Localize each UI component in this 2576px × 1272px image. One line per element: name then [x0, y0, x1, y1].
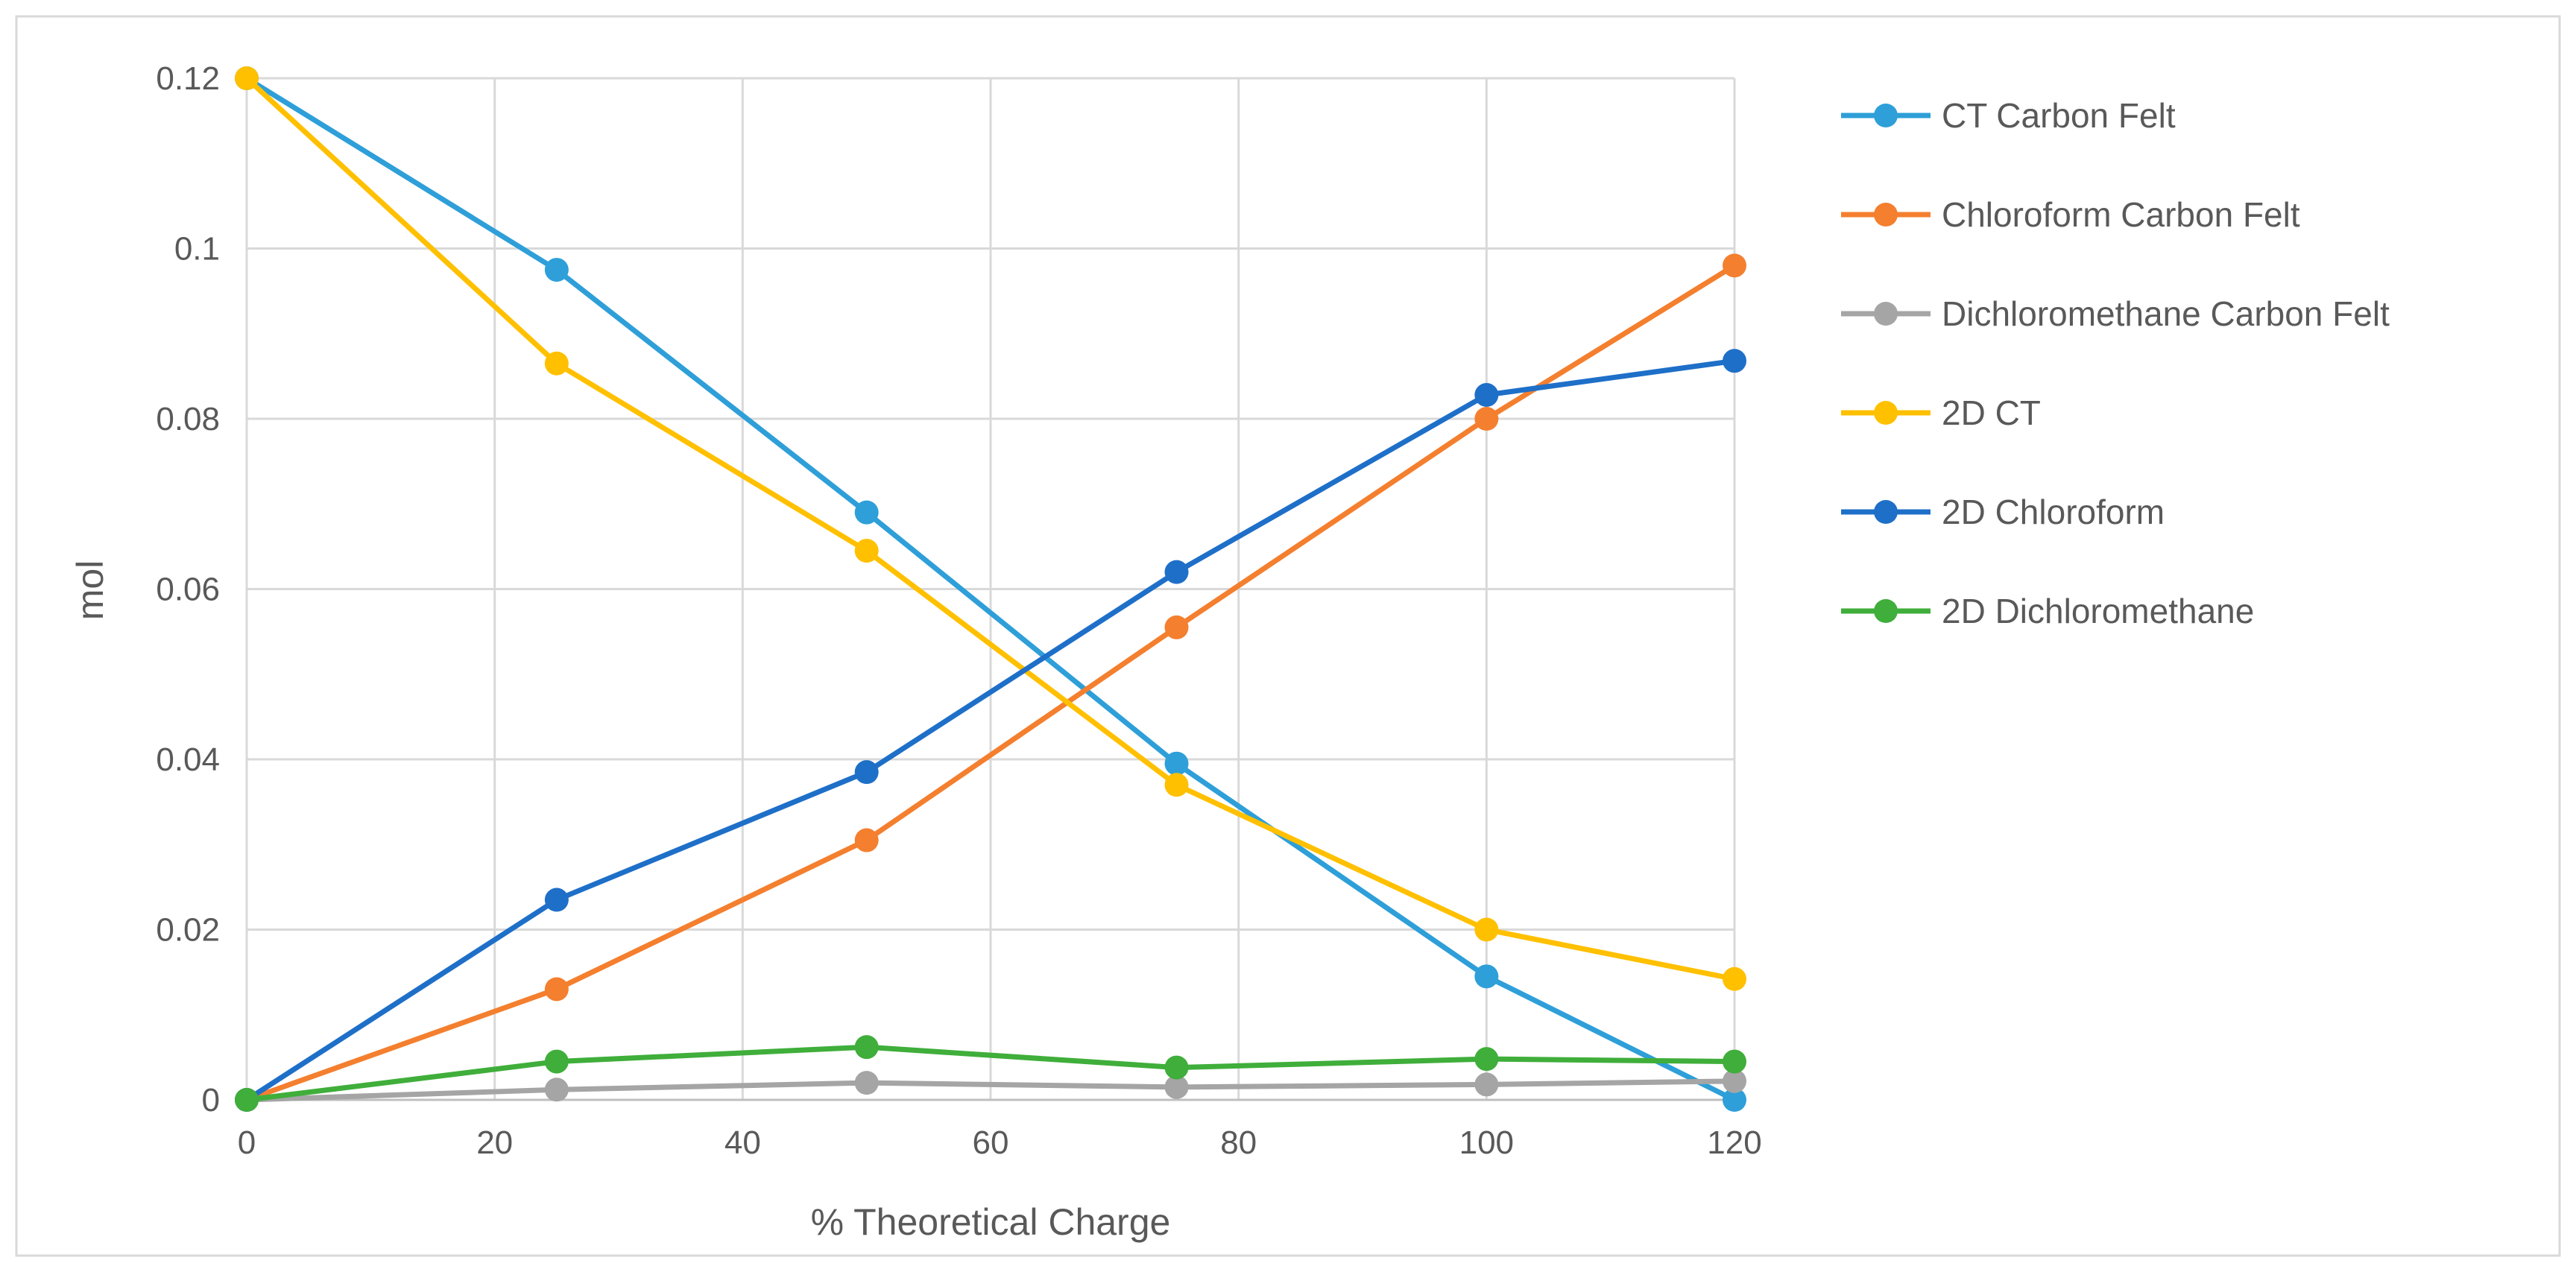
- legend-label: Dichloromethane Carbon Felt: [1942, 294, 2390, 333]
- series-2d-ct: [235, 66, 1746, 991]
- y-tick-label: 0.06: [156, 572, 220, 608]
- data-point: [1474, 1047, 1499, 1072]
- x-axis-title: % Theoretical Charge: [811, 1201, 1171, 1243]
- y-tick-label: 0.04: [156, 741, 220, 778]
- data-point: [1474, 917, 1499, 942]
- axes: 0 0.02 0.04 0.06 0.08 0.1 0.12 0 20 40 60 80 100 120: [156, 60, 1761, 1161]
- data-point: [854, 539, 879, 563]
- data-point: [1164, 773, 1189, 797]
- series-group: [235, 66, 1746, 1112]
- data-point: [544, 887, 569, 912]
- legend-marker: [1874, 203, 1898, 227]
- series-dichloromethane-carbon-felt: [235, 1069, 1746, 1112]
- data-point: [1164, 560, 1189, 584]
- data-point: [1723, 253, 1746, 278]
- legend-item: Dichloromethane Carbon Felt: [1841, 294, 2390, 333]
- legend-item: Chloroform Carbon Felt: [1841, 195, 2300, 234]
- x-tick-label: 0: [238, 1124, 256, 1161]
- data-point: [1474, 1072, 1499, 1097]
- data-point: [544, 1078, 569, 1102]
- legend-marker: [1874, 302, 1898, 326]
- data-point: [854, 828, 879, 852]
- legend-marker: [1874, 500, 1898, 524]
- y-tick-label: 0: [202, 1082, 220, 1118]
- data-point: [235, 66, 259, 90]
- data-point: [544, 351, 569, 376]
- data-point: [1723, 349, 1746, 373]
- series-line: [244, 1078, 1737, 1103]
- x-tick-label: 40: [724, 1124, 761, 1161]
- data-point: [544, 1049, 569, 1074]
- legend-label: 2D Dichloromethane: [1942, 592, 2254, 630]
- series-line: [244, 358, 1737, 1103]
- data-point: [1723, 1088, 1746, 1112]
- x-tick-label: 20: [476, 1124, 513, 1161]
- legend-label: Chloroform Carbon Felt: [1942, 195, 2300, 234]
- data-point: [544, 977, 569, 1002]
- legend-marker: [1874, 401, 1898, 425]
- data-point: [1164, 751, 1189, 776]
- legend-marker: [1874, 599, 1898, 623]
- y-tick-label: 0.12: [156, 60, 220, 97]
- legend: CT Carbon Felt Chloroform Carbon Felt Dich…: [1841, 96, 2390, 630]
- data-point: [1474, 383, 1499, 408]
- y-tick-label: 0.08: [156, 401, 220, 437]
- data-point: [854, 760, 879, 785]
- y-axis-title: mol: [69, 560, 111, 621]
- legend-item: CT Carbon Felt: [1841, 96, 2176, 135]
- data-point: [1474, 407, 1499, 431]
- data-point: [854, 1071, 879, 1095]
- legend-item: 2D CT: [1841, 393, 2041, 432]
- data-point: [1723, 966, 1746, 991]
- legend-item: 2D Dichloromethane: [1841, 592, 2254, 630]
- y-tick-label: 0.02: [156, 912, 220, 949]
- legend-label: 2D CT: [1942, 393, 2041, 432]
- data-point: [1164, 615, 1189, 639]
- x-tick-label: 120: [1707, 1124, 1761, 1161]
- series-line: [244, 1044, 1737, 1103]
- x-tick-label: 80: [1220, 1124, 1257, 1161]
- data-point: [854, 500, 879, 525]
- data-point: [1723, 1069, 1746, 1093]
- data-point: [1723, 1049, 1746, 1074]
- chart-border: [15, 15, 2561, 1257]
- legend-marker: [1874, 104, 1898, 127]
- legend-item: 2D Chloroform: [1841, 493, 2165, 531]
- data-point: [1164, 1075, 1189, 1099]
- series-line: [244, 262, 1737, 1103]
- legend-label: CT Carbon Felt: [1942, 96, 2176, 135]
- y-tick-label: 0.1: [174, 231, 220, 268]
- data-point: [1164, 1055, 1189, 1080]
- legend-label: 2D Chloroform: [1942, 493, 2165, 531]
- data-point: [235, 1088, 259, 1112]
- series-ct-carbon-felt: [235, 66, 1746, 1112]
- data-point: [1474, 964, 1499, 989]
- series-2d-chloroform: [235, 349, 1746, 1112]
- series-2d-dichloromethane: [235, 1035, 1746, 1112]
- data-point: [544, 258, 569, 282]
- data-point: [854, 1035, 879, 1060]
- series-line: [244, 75, 1737, 1103]
- x-tick-label: 100: [1459, 1124, 1514, 1161]
- series-line: [244, 75, 1737, 982]
- x-tick-label: 60: [973, 1124, 1009, 1161]
